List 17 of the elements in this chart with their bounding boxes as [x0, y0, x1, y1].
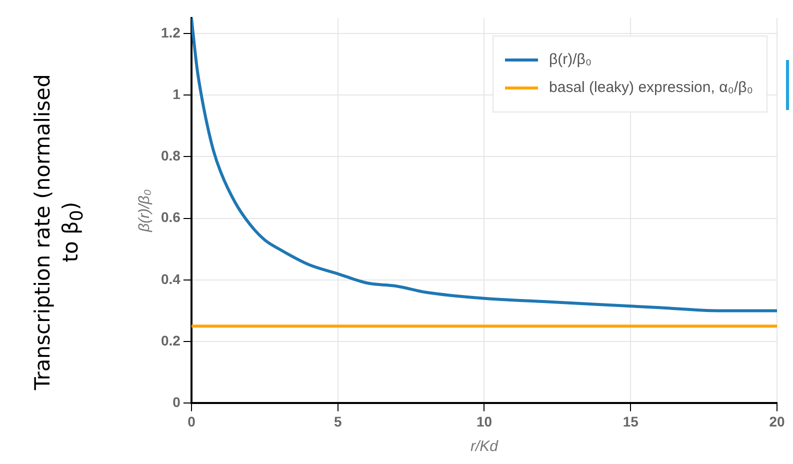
y-tick-label: 0 — [172, 394, 181, 410]
legend-label: β(r)/β₀ — [549, 51, 592, 68]
y-axis-title: β(r)/β₀ — [136, 189, 154, 233]
x-tick-label: 5 — [334, 413, 342, 430]
y-tick-label: 1 — [172, 86, 181, 102]
y-tick-label: 0.8 — [160, 148, 181, 164]
y-tick-label: 0.2 — [160, 332, 181, 348]
y-tick-label: 0.6 — [160, 209, 181, 226]
y-tick-label: 0.4 — [160, 270, 181, 287]
x-tick-label: 20 — [769, 413, 785, 430]
x-axis-title: r/Kd — [470, 438, 499, 456]
line-series — [191, 18, 777, 312]
x-tick-label: 0 — [188, 413, 196, 430]
y-tick-label: 1.2 — [160, 24, 181, 40]
x-tick-label: 10 — [476, 413, 492, 430]
x-tick-label: 15 — [622, 413, 639, 430]
legend-label: basal (leaky) expression, α₀/β₀ — [549, 79, 754, 96]
